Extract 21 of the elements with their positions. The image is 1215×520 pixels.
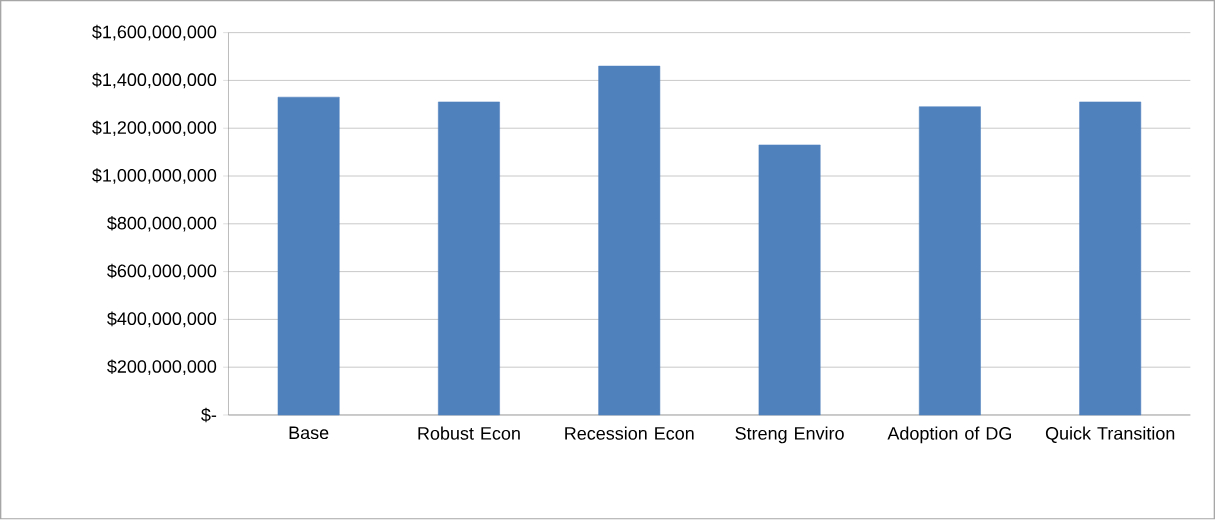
y-tick-label: $1,600,000,000 xyxy=(92,25,217,41)
y-tick-label: $800,000,000 xyxy=(107,216,217,232)
bar xyxy=(277,97,340,416)
y-tick-label: $- xyxy=(201,407,217,423)
bar xyxy=(918,106,981,416)
y-tick-label: $200,000,000 xyxy=(107,359,217,376)
bar xyxy=(438,101,500,416)
bar xyxy=(598,66,661,416)
x-tick-label: Robust Econ xyxy=(418,426,520,440)
x-tick-label: Streng Enviro xyxy=(735,426,844,444)
y-tick-label: $400,000,000 xyxy=(107,311,217,328)
x-tick-label: Recession Econ xyxy=(565,426,694,440)
y-tick-label: $1,000,000,000 xyxy=(92,168,217,185)
x-tick-label: Quick Transition xyxy=(1045,426,1175,444)
bar xyxy=(1079,101,1142,416)
x-tick-label: Adoption of DG xyxy=(887,426,1011,444)
x-tick-label: Base xyxy=(289,426,329,440)
y-tick-label: $600,000,000 xyxy=(107,264,217,280)
bar xyxy=(758,144,821,416)
y-tick-label: $1,200,000,000 xyxy=(92,120,217,137)
y-tick-label: $1,400,000,000 xyxy=(92,72,217,89)
